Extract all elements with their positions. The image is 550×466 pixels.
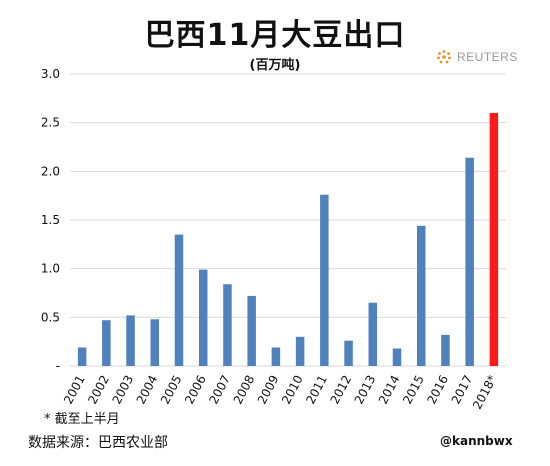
bar-2009 bbox=[271, 347, 281, 366]
source-note: 数据来源：巴西农业部 bbox=[28, 435, 168, 451]
x-tick-label: 2009 bbox=[255, 373, 282, 407]
y-tick-label: 1.5 bbox=[41, 213, 60, 227]
x-tick-label: 2016 bbox=[424, 373, 451, 407]
bar-2012 bbox=[344, 340, 353, 366]
x-tick-label: 2006 bbox=[182, 373, 209, 407]
bar-2016 bbox=[441, 334, 450, 366]
bar-2006 bbox=[198, 269, 208, 366]
x-tick-label: 2008 bbox=[231, 373, 258, 407]
x-tick-label: 2007 bbox=[206, 373, 233, 407]
x-tick-label: 2018* bbox=[470, 373, 500, 410]
x-tick-labels: 2001200220032004200520062007200820092010… bbox=[61, 373, 499, 410]
x-tick-label: 2010 bbox=[279, 373, 306, 407]
x-tick-label: 2013 bbox=[352, 373, 379, 407]
reuters-logo: REUTERS bbox=[436, 48, 518, 66]
bar-2013 bbox=[368, 302, 378, 366]
y-tick-label: 2.5 bbox=[41, 116, 60, 130]
gridlines bbox=[70, 73, 506, 367]
bar-2008 bbox=[247, 295, 256, 366]
x-tick-label: 2002 bbox=[85, 373, 112, 407]
bar-2002 bbox=[102, 320, 111, 366]
bar-2014 bbox=[392, 348, 402, 366]
x-tick-label: 2011 bbox=[303, 373, 330, 407]
y-tick-labels: - 0.5 1.0 1.5 2.0 2.5 3.0 bbox=[41, 67, 60, 373]
chart-subtitle: (百万吨) bbox=[249, 58, 301, 73]
y-tick-label: 0.5 bbox=[41, 310, 60, 324]
bar-chart: - 0.5 1.0 1.5 2.0 2.5 3.0 20012002200320042005… bbox=[41, 67, 506, 410]
x-tick-label: 2012 bbox=[328, 373, 355, 407]
x-tick-label: 2014 bbox=[376, 373, 403, 407]
x-tick-label: 2003 bbox=[110, 373, 137, 407]
bar-2004 bbox=[150, 319, 160, 366]
x-tick-label: 2005 bbox=[158, 373, 185, 407]
bar-2011 bbox=[320, 194, 329, 366]
y-tick-label: 3.0 bbox=[41, 67, 60, 81]
chart-title: 巴西11月大豆出口 bbox=[144, 18, 406, 53]
y-tick-label: - bbox=[56, 359, 60, 373]
watermark: @kannbwx bbox=[440, 434, 513, 448]
x-tick-label: 2004 bbox=[134, 373, 161, 407]
x-tick-label: 2001 bbox=[61, 373, 88, 407]
bar-2001 bbox=[77, 347, 87, 366]
bar-2015 bbox=[416, 225, 426, 366]
footnote: * 截至上半月 bbox=[44, 412, 120, 427]
bar-2003 bbox=[126, 315, 135, 366]
bar-2005 bbox=[174, 234, 184, 366]
bar-2007 bbox=[223, 284, 232, 366]
reuters-dots-icon bbox=[437, 50, 451, 64]
bar-2010 bbox=[295, 336, 305, 366]
y-tick-label: 1.0 bbox=[41, 262, 60, 276]
bar-2017 bbox=[465, 157, 474, 366]
bar-2018 bbox=[489, 112, 499, 366]
reuters-logo-text: REUTERS bbox=[457, 50, 518, 64]
y-tick-label: 2.0 bbox=[41, 164, 60, 178]
x-tick-label: 2015 bbox=[400, 373, 427, 407]
bars bbox=[77, 112, 499, 366]
